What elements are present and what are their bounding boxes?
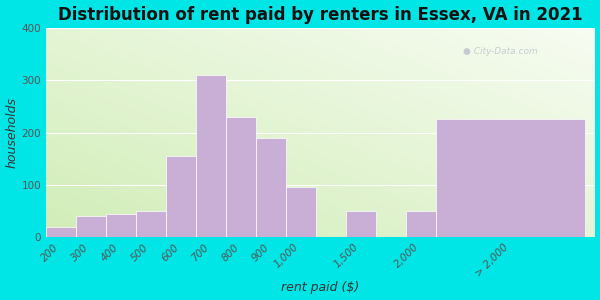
Text: ● City-Data.com: ● City-Data.com (463, 47, 538, 56)
Bar (46, 227, 76, 237)
Bar (136, 211, 166, 237)
Bar (226, 117, 256, 237)
Bar (196, 75, 226, 237)
Title: Distribution of rent paid by renters in Essex, VA in 2021: Distribution of rent paid by renters in … (58, 6, 583, 24)
Bar (286, 188, 316, 237)
Bar (406, 211, 436, 237)
Bar (436, 119, 586, 237)
Y-axis label: households: households (5, 97, 19, 168)
X-axis label: rent paid ($): rent paid ($) (281, 281, 359, 294)
Bar (76, 216, 106, 237)
Bar (106, 214, 136, 237)
Bar (346, 211, 376, 237)
Bar (166, 156, 196, 237)
Bar (256, 138, 286, 237)
